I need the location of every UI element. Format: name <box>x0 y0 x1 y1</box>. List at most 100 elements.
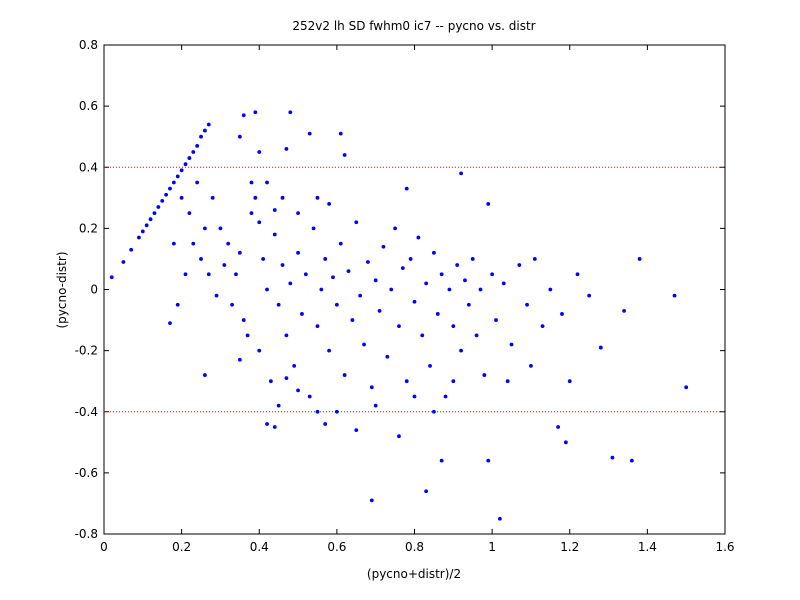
data-point <box>478 287 483 292</box>
data-point <box>575 272 580 277</box>
data-point <box>560 312 564 316</box>
data-point <box>300 312 304 316</box>
chart-title: 252v2 lh SD fwhm0 ic7 -- pycno vs. distr <box>292 19 535 33</box>
data-point <box>327 348 332 353</box>
data-point <box>466 302 471 307</box>
data-point <box>412 394 417 399</box>
data-point <box>358 293 363 298</box>
data-point <box>366 260 370 264</box>
data-point <box>598 345 603 350</box>
data-point <box>622 308 626 313</box>
x-tick-label: 0 <box>100 540 108 554</box>
data-point <box>175 302 180 307</box>
data-point <box>428 364 432 368</box>
data-point <box>265 422 269 426</box>
data-point <box>257 220 262 225</box>
data-point <box>587 293 592 298</box>
x-tick-label: 1.2 <box>560 540 579 554</box>
data-point <box>323 257 328 261</box>
data-point <box>672 293 677 298</box>
data-point <box>171 180 176 185</box>
data-point <box>218 226 223 231</box>
data-point <box>474 333 479 338</box>
data-point <box>373 278 378 283</box>
data-point <box>234 272 238 277</box>
data-point <box>288 110 293 115</box>
data-point <box>203 373 207 377</box>
y-tick-label: 0 <box>90 283 98 297</box>
x-tick-label: 0.2 <box>172 540 191 554</box>
data-point <box>237 250 242 255</box>
y-tick-label: 0.4 <box>79 160 98 174</box>
data-point <box>323 422 328 426</box>
data-point <box>249 211 254 215</box>
data-point <box>164 192 169 197</box>
data-point <box>272 425 277 429</box>
data-point <box>152 211 157 215</box>
data-point <box>567 379 572 384</box>
data-point <box>268 379 273 384</box>
data-point <box>203 128 207 133</box>
data-point <box>315 409 320 414</box>
data-point <box>350 318 355 322</box>
data-point <box>168 321 172 326</box>
data-point <box>230 302 234 307</box>
data-point <box>156 205 161 209</box>
data-point <box>191 150 196 154</box>
data-point <box>265 287 269 292</box>
y-tick-label: 0.6 <box>79 99 98 113</box>
data-point <box>296 388 300 393</box>
data-point <box>183 272 188 277</box>
data-point <box>490 272 495 277</box>
y-tick-label: 0.8 <box>79 38 98 52</box>
data-point <box>494 318 498 322</box>
data-point <box>109 275 114 280</box>
data-point <box>424 281 429 286</box>
data-point <box>432 409 436 414</box>
data-point <box>315 195 320 200</box>
data-point <box>175 174 180 179</box>
data-point <box>284 333 289 338</box>
data-point <box>424 489 429 494</box>
data-point <box>501 281 506 286</box>
data-point <box>183 162 188 167</box>
data-point <box>447 287 452 292</box>
y-axis-label: (pycno-distr) <box>55 251 69 328</box>
data-point <box>334 409 339 414</box>
data-point <box>397 434 401 439</box>
data-point <box>377 308 382 313</box>
data-point <box>459 348 463 353</box>
data-point <box>144 223 149 228</box>
data-point <box>199 134 203 139</box>
data-point <box>137 235 141 240</box>
y-tick-label: 0.2 <box>79 221 98 235</box>
data-point <box>342 373 347 377</box>
data-point <box>331 275 335 280</box>
data-point <box>195 143 200 148</box>
data-point <box>342 153 347 157</box>
x-tick-label: 0.6 <box>327 540 346 554</box>
data-point <box>327 202 332 206</box>
x-tick-label: 1 <box>488 540 496 554</box>
data-point <box>509 342 514 347</box>
data-point <box>563 440 568 445</box>
data-point <box>245 333 250 338</box>
y-tick-label: -0.8 <box>75 527 98 541</box>
data-point <box>373 403 378 408</box>
data-point <box>439 458 444 463</box>
data-point <box>470 257 475 261</box>
data-point <box>404 186 409 191</box>
data-point <box>432 250 436 255</box>
data-point <box>315 324 320 329</box>
data-point <box>369 385 374 390</box>
data-point <box>451 379 456 384</box>
data-point <box>237 357 242 362</box>
x-axis-label: (pycno+distr)/2 <box>367 567 461 581</box>
data-point <box>195 180 200 185</box>
data-point <box>272 208 277 212</box>
data-point <box>280 195 285 200</box>
x-tick-label: 0.4 <box>250 540 269 554</box>
data-point <box>214 293 219 298</box>
